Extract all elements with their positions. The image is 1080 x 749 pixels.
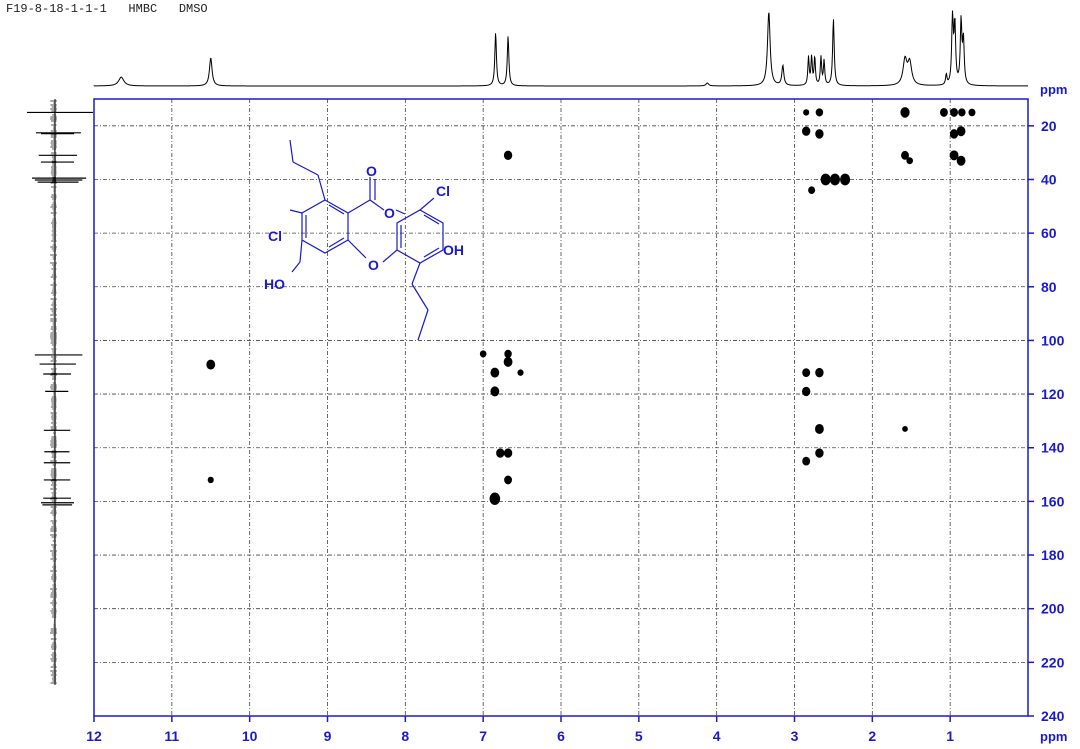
x-tick-label: 4 [713, 728, 721, 744]
cross-peak [801, 386, 811, 397]
x-tick-label: 7 [479, 728, 487, 744]
cross-peak [490, 386, 500, 397]
molecule-structure [289, 139, 444, 341]
cross-peak [901, 150, 909, 160]
x-tick-label: 9 [324, 728, 332, 744]
cross-peak [504, 349, 512, 358]
carbon-projection [27, 99, 93, 685]
cross-peak [949, 129, 959, 139]
y-tick-label: 20 [1041, 118, 1057, 134]
hydroxyl-left-label: HO [264, 276, 285, 292]
cross-peak [803, 109, 810, 116]
cross-peak [815, 129, 824, 139]
cross-peak [490, 367, 500, 378]
x-axis: 12 11 10 9 8 7 6 5 4 3 2 1 [86, 716, 954, 744]
cross-peak [956, 126, 966, 137]
cross-peak [207, 476, 214, 484]
y-tick-label: 40 [1041, 171, 1057, 187]
cross-peak [206, 359, 216, 370]
x-tick-label: 12 [86, 728, 102, 744]
cross-peak [802, 368, 811, 378]
proton-projection [93, 10, 1028, 87]
proton-axis-unit: ppm [1040, 82, 1067, 97]
cross-peak [479, 350, 487, 358]
x-axis-unit: ppm [1040, 729, 1067, 744]
cross-peak [949, 150, 959, 161]
cross-peak [808, 186, 816, 195]
right-benzene-ring [396, 209, 444, 264]
hydroxyl-right-label: OH [443, 242, 464, 258]
x-tick-label: 3 [791, 728, 799, 744]
y-tick-label: 240 [1041, 708, 1065, 724]
ether-oxygen-label: O [368, 257, 379, 273]
cross-peak [840, 173, 851, 186]
cross-peak [820, 173, 831, 186]
cross-peak [503, 356, 513, 367]
cross-peak [939, 108, 948, 117]
cross-peak [503, 150, 513, 161]
cross-peak [815, 108, 824, 117]
x-tick-label: 5 [635, 728, 643, 744]
left-benzene-ring [301, 199, 349, 254]
cross-peak [496, 448, 505, 458]
cross-peak [902, 426, 908, 432]
y-axis: 20 40 60 80 100 120 140 160 180 200 220 240 [1028, 118, 1065, 724]
x-tick-label: 8 [401, 728, 409, 744]
y-tick-label: 140 [1041, 440, 1065, 456]
y-tick-label: 100 [1041, 332, 1065, 348]
cross-peak [968, 108, 976, 117]
cross-peak [504, 475, 513, 485]
cross-peak [829, 173, 841, 186]
x-tick-label: 11 [164, 728, 179, 744]
y-tick-label: 180 [1041, 547, 1065, 563]
cross-peak [956, 155, 966, 166]
y-tick-label: 60 [1041, 225, 1057, 241]
y-tick-label: 220 [1041, 654, 1065, 670]
y-tick-label: 200 [1041, 601, 1065, 617]
spectrum-title: F19-8-18-1-1-1 HMBC DMSO [6, 2, 208, 16]
cross-peak [906, 157, 913, 165]
cross-peak [958, 108, 966, 117]
chlorine-right-label: Cl [436, 183, 450, 199]
y-tick-label: 160 [1041, 493, 1065, 509]
y-tick-label: 120 [1041, 386, 1065, 402]
cross-peak [815, 448, 824, 458]
grid-lines [93, 99, 1028, 716]
cross-peak [503, 448, 513, 458]
cross-peak [950, 108, 959, 117]
cross-peak [801, 126, 811, 136]
cross-peak [815, 367, 824, 378]
cross-peak [900, 107, 910, 118]
carbonyl-oxygen-label: O [366, 163, 377, 179]
x-tick-label: 10 [242, 728, 258, 744]
x-tick-label: 6 [557, 728, 565, 744]
cross-peak [802, 456, 811, 466]
x-tick-label: 2 [868, 728, 876, 744]
cross-peak [517, 369, 524, 376]
chlorine-left-label: Cl [268, 228, 282, 244]
cross-peaks [206, 107, 976, 505]
ester-oxygen-label: O [384, 205, 395, 221]
cross-peak [815, 423, 824, 434]
x-tick-label: 1 [946, 728, 954, 744]
proton-projection-trace [93, 10, 1028, 87]
y-tick-label: 80 [1041, 279, 1057, 295]
cross-peak [489, 492, 501, 505]
